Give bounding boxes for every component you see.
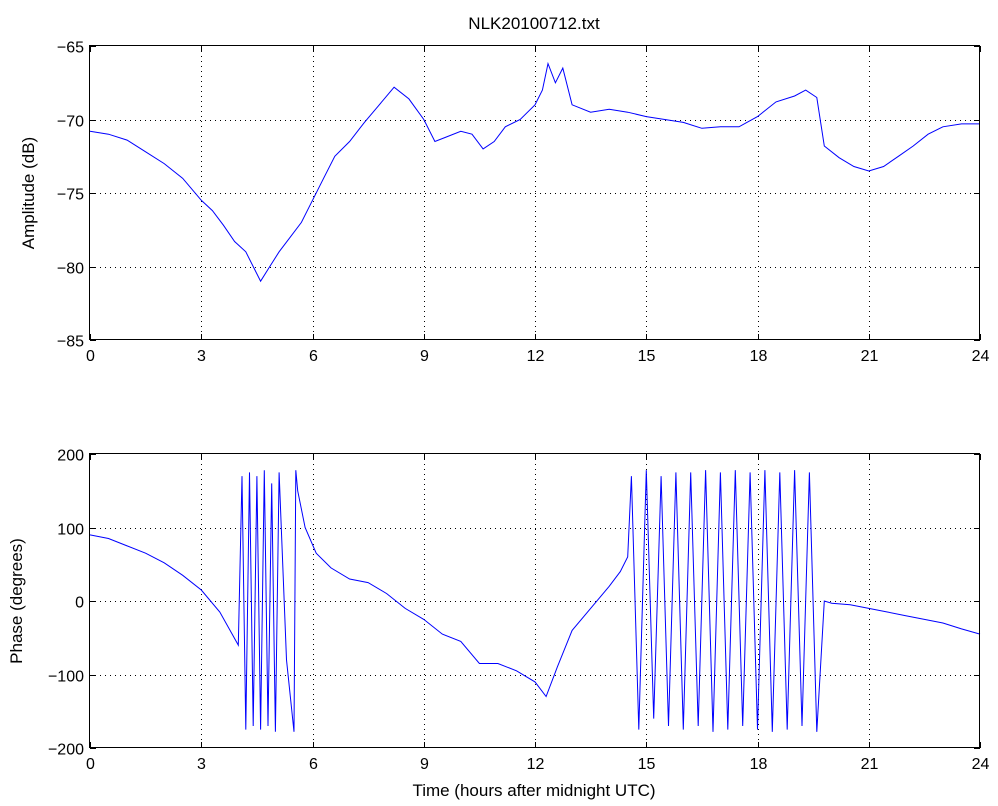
amplitude-y-tick-label: −65: [57, 40, 84, 57]
phase-y-axis-label: Phase (degrees): [7, 538, 26, 664]
amplitude-series-line: [89, 61, 980, 283]
phase-x-tick-label: 9: [420, 756, 429, 773]
phase-x-tick-label: 6: [309, 756, 318, 773]
amplitude-x-tick-label: 0: [86, 348, 95, 365]
phase-x-tick-label: 18: [750, 756, 768, 773]
phase-panel: 0 3 6 9 12 15 18 21 24 −200 −100 0 100 200 Phase (de…: [7, 448, 990, 801]
phase-y-tick-label: −100: [48, 669, 84, 686]
amplitude-axes-frame: [89, 45, 980, 340]
amplitude-grid: [90, 46, 980, 340]
phase-y-tick-label: 200: [57, 448, 84, 465]
amplitude-x-tick-label: 12: [527, 348, 545, 365]
amplitude-panel: 0 3 6 9 12 15 18 21 24 −85 −80 −75 −70 −65 Amplitude…: [19, 40, 990, 366]
amplitude-y-tick-label: −75: [57, 187, 84, 204]
amplitude-y-ticks: −85 −80 −75 −70 −65: [57, 40, 980, 351]
phase-x-ticks: 0 3 6 9 12 15 18 21 24: [86, 454, 990, 773]
amplitude-y-tick-label: −85: [57, 334, 84, 351]
amplitude-x-tick-label: 9: [420, 348, 429, 365]
phase-grid: [90, 454, 980, 748]
phase-x-tick-label: 24: [972, 756, 990, 773]
amplitude-x-tick-label: 18: [750, 348, 768, 365]
figure-title: NLK20100712.txt: [468, 14, 600, 33]
phase-axes-frame: [89, 453, 980, 748]
amplitude-x-ticks: 0 3 6 9 12 15 18 21 24: [86, 46, 990, 365]
amplitude-x-tick-label: 6: [309, 348, 318, 365]
phase-y-tick-label: −200: [48, 742, 84, 759]
phase-y-tick-label: 100: [57, 522, 84, 539]
phase-x-tick-label: 21: [861, 756, 879, 773]
amplitude-y-axis-label: Amplitude (dB): [19, 137, 38, 249]
amplitude-x-tick-label: 15: [638, 348, 656, 365]
phase-series-line: [89, 470, 981, 732]
phase-x-axis-label: Time (hours after midnight UTC): [412, 781, 655, 800]
phase-x-tick-label: 12: [527, 756, 545, 773]
amplitude-y-tick-label: −70: [57, 114, 84, 131]
amplitude-x-tick-label: 21: [861, 348, 879, 365]
phase-x-tick-label: 0: [86, 756, 95, 773]
amplitude-y-tick-label: −80: [57, 261, 84, 278]
phase-y-ticks: −200 −100 0 100 200: [48, 448, 980, 759]
phase-x-tick-label: 3: [197, 756, 206, 773]
amplitude-x-tick-label: 24: [972, 348, 990, 365]
amplitude-x-tick-label: 3: [197, 348, 206, 365]
phase-y-tick-label: 0: [75, 595, 84, 612]
phase-x-tick-label: 15: [638, 756, 656, 773]
